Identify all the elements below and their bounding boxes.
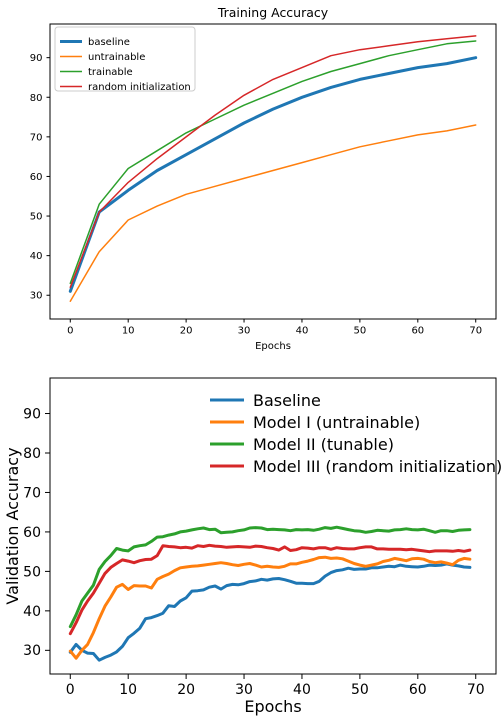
x-tick-label: 20 — [177, 682, 195, 698]
x-tick-label: 30 — [238, 326, 251, 337]
y-axis-label: Validation Accuracy — [3, 447, 22, 604]
y-tick-label: 70 — [23, 485, 41, 501]
validation-accuracy-chart: 0 10 20 30 40 50 60 70 30 40 50 60 70 80 90 Epochs Val… — [3, 377, 502, 716]
x-tick-label: 20 — [180, 326, 193, 337]
y-tick-label: 30 — [23, 643, 41, 659]
legend-label-1: Model I (untrainable) — [253, 413, 420, 432]
plot-frame — [49, 377, 497, 675]
y-tick-label: 50 — [30, 212, 43, 223]
y-tick-label: 40 — [23, 604, 41, 620]
y-tick-label: 50 — [23, 564, 41, 580]
y-tick-label: 80 — [30, 93, 43, 104]
legend-label-0: Baseline — [253, 391, 321, 410]
y-tick-label: 70 — [30, 132, 43, 143]
y-tick-label: 60 — [23, 525, 41, 541]
x-tick-label: 50 — [351, 682, 369, 698]
x-tick-label: 30 — [235, 682, 253, 698]
y-tick-label: 30 — [30, 291, 43, 302]
x-tick-label: 50 — [354, 326, 367, 337]
x-tick-label: 40 — [296, 326, 309, 337]
series-line-0 — [68, 562, 472, 662]
legend-label-3: random initialization — [88, 82, 191, 93]
series-line-0 — [68, 56, 478, 293]
y-tick-label: 60 — [30, 172, 43, 183]
legend-label-2: trainable — [88, 67, 133, 78]
x-tick-label: 0 — [66, 682, 75, 698]
x-axis-label: Epochs — [255, 341, 291, 352]
y-tick-label: 40 — [30, 251, 43, 262]
x-tick-label: 70 — [467, 682, 485, 698]
x-tick-label: 60 — [409, 682, 427, 698]
x-tick-label: 10 — [122, 326, 135, 337]
plot-frame — [49, 23, 497, 320]
x-tick-label: 40 — [293, 682, 311, 698]
series-line-1 — [69, 124, 477, 302]
legend-frame — [54, 26, 196, 92]
legend: Baseline Model I (untrainable) Model II (t… — [210, 391, 502, 476]
x-axis-label: Epochs — [244, 697, 301, 716]
legend-label-3: Model III (random initialization) — [253, 457, 502, 476]
series-line-2 — [68, 525, 472, 629]
y-tick-label: 90 — [23, 406, 41, 422]
chart-title: Training Accuracy — [217, 5, 329, 20]
y-tick-label: 90 — [30, 53, 43, 64]
series-line-1 — [68, 555, 472, 660]
legend-label-0: baseline — [88, 37, 130, 48]
x-tick-label: 10 — [119, 682, 137, 698]
training-accuracy-chart: Training Accuracy 0 10 20 30 40 50 60 70 30 40 50 6… — [30, 5, 497, 352]
series-line-3 — [69, 35, 477, 289]
x-tick-label: 60 — [411, 326, 424, 337]
legend: baseline untrainable trainable random initi… — [54, 26, 196, 93]
series-line-2 — [69, 40, 477, 285]
y-tick-label: 80 — [23, 446, 41, 462]
series-line-3 — [68, 543, 472, 636]
legend-label-2: Model II (tunable) — [253, 435, 394, 454]
x-tick-label: 0 — [67, 326, 73, 337]
legend-label-1: untrainable — [88, 52, 145, 63]
x-tick-label: 70 — [469, 326, 482, 337]
